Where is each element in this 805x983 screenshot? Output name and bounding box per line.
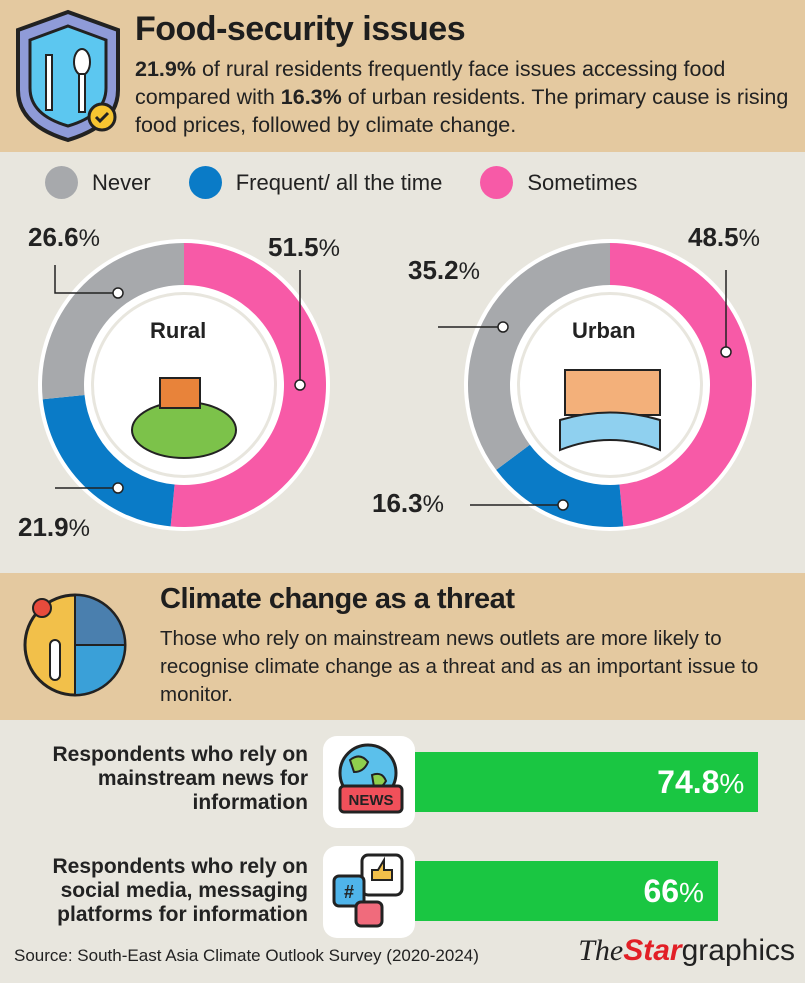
news-globe-icon: NEWS	[338, 743, 404, 814]
urban-buildings-icon	[564, 369, 661, 416]
donut-slice-frequent	[42, 395, 175, 527]
leader-dot	[497, 321, 509, 333]
urban-frequent-label: 16.3%	[372, 488, 444, 518]
rural-never-label: 26.6%	[28, 222, 100, 252]
section2-title: Climate change as a threat	[160, 583, 515, 615]
leader-dot	[294, 379, 306, 391]
leader-dot	[112, 482, 124, 494]
rural-frequent-label: 21.9%	[18, 512, 90, 542]
legend-swatch	[480, 166, 514, 199]
section2-description: Those who rely on mainstream news outlet…	[160, 627, 759, 706]
svg-text:#: #	[344, 882, 354, 902]
donut-slice-never	[468, 243, 610, 470]
donut-slice-frequent	[496, 444, 624, 528]
urban-never-label: 35.2%	[408, 255, 480, 285]
legend-label: Never	[92, 169, 151, 195]
rural-highlight: 21.9%	[135, 57, 196, 81]
rural-house-icon	[159, 377, 201, 409]
donut-slice-sometimes	[610, 242, 753, 527]
leader-line	[54, 265, 118, 294]
food-shield-icon	[16, 9, 120, 143]
legend-label: Sometimes	[527, 169, 638, 195]
donut-slice-sometimes	[170, 243, 326, 528]
rural-sometimes-label: 51.5%	[268, 232, 340, 262]
legend-swatch	[188, 166, 222, 199]
climate-change-icon	[23, 593, 127, 697]
leader-dot	[557, 499, 569, 511]
the-star-graphics-logo: TheStargraphics	[578, 934, 795, 967]
legend-swatch	[45, 166, 78, 199]
rural-title: Rural	[150, 318, 207, 343]
rural-hill-icon	[131, 401, 237, 459]
legend-never: Never	[45, 166, 151, 199]
desc-text: of urban residents. The primary cause is…	[135, 85, 789, 137]
leader-dot	[720, 346, 732, 358]
urban-title: Urban	[572, 318, 636, 343]
donut-slice-never	[42, 243, 184, 400]
header-band	[0, 0, 805, 152]
social-media-icon: #	[332, 853, 404, 928]
section2-band	[0, 573, 805, 720]
bar-social-media: 66%	[415, 861, 718, 921]
legend-frequent: Frequent/ all the time	[188, 166, 443, 199]
page-title: Food-security issues	[135, 10, 466, 48]
bar-label: Respondents who rely on mainstream news …	[52, 743, 308, 814]
desc-text: of rural residents frequently face issue…	[135, 57, 726, 109]
legend: Never Frequent/ all the time Sometimes	[45, 166, 675, 199]
bar-label: Respondents who rely on social media, me…	[52, 855, 308, 926]
urban-highlight: 16.3%	[280, 85, 342, 109]
leader-dot	[112, 287, 124, 299]
bar-mainstream-news: 74.8%	[415, 752, 759, 812]
urban-river-icon	[559, 411, 661, 452]
urban-sometimes-label: 48.5%	[688, 222, 760, 252]
legend-sometimes: Sometimes	[480, 166, 637, 199]
news-icon-text: NEWS	[349, 792, 394, 809]
header-description: 21.9% of rural residents frequently face…	[135, 55, 795, 139]
legend-label: Frequent/ all the time	[235, 169, 443, 195]
source-note: Source: South-East Asia Climate Outlook …	[14, 946, 479, 965]
